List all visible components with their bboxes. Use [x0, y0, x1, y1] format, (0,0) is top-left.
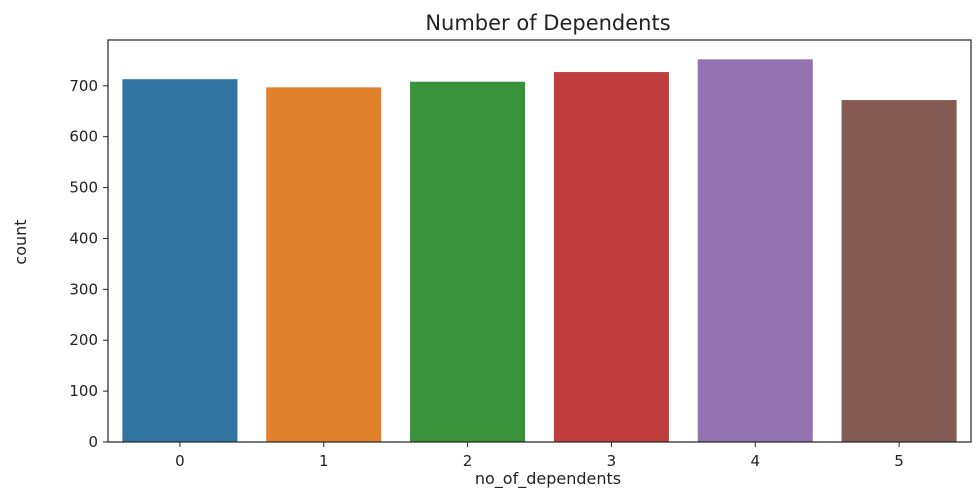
y-axis-label: count	[11, 219, 30, 264]
y-tick-label: 100	[69, 382, 98, 400]
y-tick-label: 400	[69, 229, 98, 247]
y-tick-label: 600	[69, 128, 98, 146]
y-tick-label: 500	[69, 179, 98, 197]
x-tick-label: 4	[750, 452, 760, 470]
bar-3	[553, 72, 669, 442]
x-axis-label: no_of_dependents	[475, 469, 621, 489]
chart-title: Number of Dependents	[425, 11, 670, 35]
x-tick-label: 2	[463, 452, 473, 470]
x-axis: 0 1 2 3 4 5	[175, 442, 904, 470]
x-tick-label: 0	[175, 452, 185, 470]
bar-5	[841, 100, 957, 443]
x-tick-label: 5	[894, 452, 904, 470]
y-tick-label: 300	[69, 280, 98, 298]
y-axis: 0 100 200 300 400 500 600 700	[69, 77, 108, 451]
y-tick-label: 700	[69, 77, 98, 95]
x-tick-label: 3	[607, 452, 617, 470]
y-tick-label: 200	[69, 331, 98, 349]
bar-4	[697, 59, 813, 443]
y-tick-label: 0	[88, 433, 98, 451]
x-tick-label: 1	[319, 452, 329, 470]
bar-2	[410, 81, 526, 442]
bar-0	[122, 79, 238, 442]
plot-frame	[107, 39, 972, 443]
bar-1	[266, 87, 382, 443]
bars-group	[122, 59, 957, 443]
